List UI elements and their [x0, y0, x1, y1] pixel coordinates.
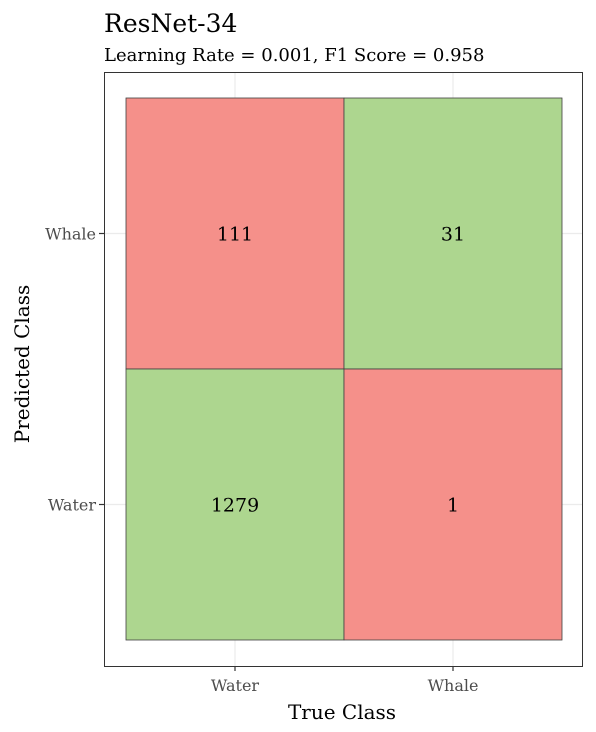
- y-axis-title: Predicted Class: [10, 285, 34, 443]
- cell-value-whale-whale: 31: [441, 224, 465, 246]
- cell-water-water: [125, 368, 345, 641]
- axis-ticks: [99, 232, 454, 671]
- chart-title: ResNet-34: [104, 9, 237, 38]
- x-tick-label-water: Water: [211, 676, 259, 695]
- y-tick-label-water: Water: [48, 496, 96, 515]
- x-tick-label-whale: Whale: [428, 676, 479, 695]
- axis-tick-labels: Water Whale Water Whale: [45, 225, 478, 696]
- cell-water-whale: [125, 97, 345, 370]
- cell-whale-water: [343, 368, 563, 641]
- cell-value-labels: 111 31 1279 1: [211, 224, 465, 517]
- cell-value-whale-water: 1: [447, 495, 459, 517]
- panel-border: [104, 72, 583, 667]
- cell-value-water-whale: 111: [217, 224, 253, 246]
- cell-value-water-water: 1279: [211, 495, 259, 517]
- chart-subtitle: Learning Rate = 0.001, F1 Score = 0.958: [104, 45, 484, 66]
- matrix-cells: [125, 97, 563, 641]
- x-axis-title: True Class: [288, 700, 396, 724]
- y-tick-label-whale: Whale: [45, 225, 96, 244]
